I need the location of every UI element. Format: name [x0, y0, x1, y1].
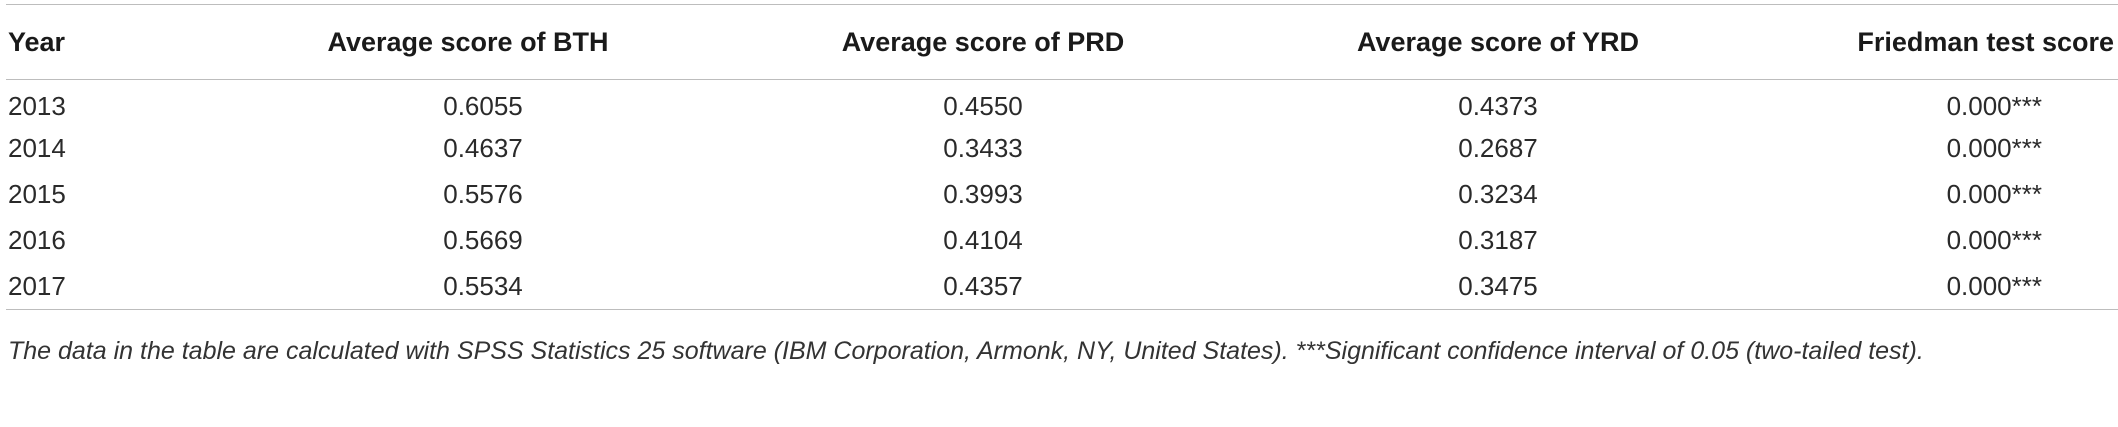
cell-bth: 0.6055 [443, 91, 523, 122]
cell-yrd: 0.3234 [1458, 179, 1538, 209]
table-header-row: Year Average score of BTH Average score … [6, 4, 2118, 80]
header-yrd: Average score of YRD [1238, 4, 1758, 80]
cell-prd: 0.4550 [943, 91, 1023, 122]
cell-yrd: 0.3187 [1458, 225, 1538, 255]
header-friedman: Friedman test score [1758, 4, 2118, 80]
cell-friedman: 0.000*** [1946, 133, 2042, 163]
cell-year: 2016 [8, 225, 66, 255]
cell-year: 2014 [8, 133, 66, 163]
cell-bth: 0.5534 [208, 263, 728, 310]
cell-year: 2015 [8, 179, 66, 209]
cell-prd: 0.3993 [943, 179, 1023, 209]
cell-yrd: 0.4373 [1458, 91, 1538, 122]
header-prd: Average score of PRD [728, 4, 1238, 80]
data-table: Year Average score of BTH Average score … [6, 4, 2118, 310]
table-footnote: The data in the table are calculated wit… [8, 337, 1924, 365]
cell-bth: 0.5576 [443, 179, 523, 209]
cell-prd: 0.4104 [943, 225, 1023, 255]
cell-prd: 0.4357 [728, 263, 1238, 310]
cell-year: 2013 [8, 91, 66, 122]
cell-yrd: 0.2687 [1458, 133, 1538, 163]
table-row: 2015 0.5576 0.3993 0.3234 0.000*** [6, 172, 2118, 218]
cell-friedman: 0.000*** [1946, 225, 2042, 255]
table-figure: Year Average score of BTH Average score … [0, 4, 2118, 427]
cell-prd: 0.3433 [943, 133, 1023, 163]
cell-year: 2017 [6, 263, 208, 310]
table-row: 2017 0.5534 0.4357 0.3475 0.000*** [6, 263, 2118, 310]
cell-friedman: 0.000*** [1758, 263, 2118, 310]
cell-bth: 0.5669 [443, 225, 523, 255]
header-bth: Average score of BTH [208, 4, 728, 80]
header-year: Year [6, 4, 208, 80]
cell-yrd: 0.3475 [1238, 263, 1758, 310]
cell-friedman: 0.000*** [1946, 91, 2042, 122]
cell-friedman: 0.000*** [1946, 179, 2042, 209]
cell-bth: 0.4637 [443, 133, 523, 163]
table-row: 2014 0.4637 0.3433 0.2687 0.000*** [6, 126, 2118, 172]
table-row: 2016 0.5669 0.4104 0.3187 0.000*** [6, 218, 2118, 264]
table-row: 2013 0.6055 0.4550 0.4373 0.000*** [6, 80, 2118, 126]
